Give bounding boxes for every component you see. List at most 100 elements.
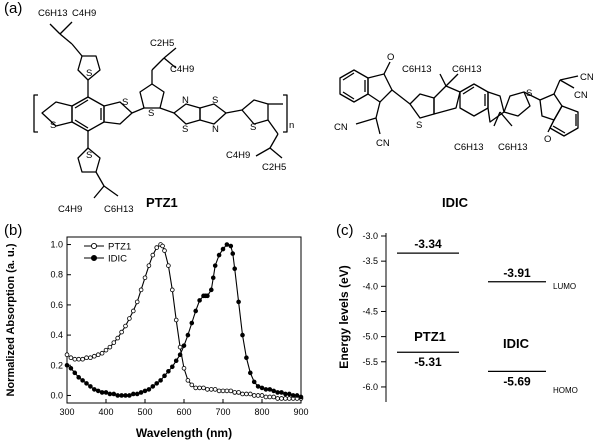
series-markers bbox=[64, 242, 304, 401]
data-point-idic bbox=[154, 381, 160, 386]
data-point-idic bbox=[279, 390, 284, 395]
ptz1-atom: N bbox=[182, 95, 189, 106]
energy-tick-label: -3.0 bbox=[362, 231, 378, 241]
ptz1-homo-value: -5.31 bbox=[414, 355, 442, 369]
ptz1-atom: S bbox=[86, 68, 92, 79]
idic-structure bbox=[339, 61, 579, 137]
legend-marker-ptz1 bbox=[90, 242, 98, 250]
data-point-idic bbox=[84, 381, 89, 386]
data-point-idic bbox=[119, 393, 124, 398]
data-point-ptz1 bbox=[201, 385, 206, 391]
idic-atom-labels: O O S S CN CN CN CN bbox=[334, 52, 594, 149]
idic-atom: O bbox=[387, 52, 394, 63]
legend-marker-idic bbox=[90, 254, 98, 262]
data-point-ptz1 bbox=[212, 387, 218, 392]
data-point-ptz1 bbox=[251, 393, 257, 398]
data-point-idic bbox=[115, 393, 120, 398]
data-point-ptz1 bbox=[150, 252, 156, 258]
data-point-ptz1 bbox=[64, 352, 70, 358]
y-tick-label: 1.0 bbox=[50, 240, 63, 250]
data-point-ptz1 bbox=[181, 365, 187, 371]
data-point-ptz1 bbox=[283, 396, 288, 401]
data-point-ptz1 bbox=[76, 356, 81, 362]
data-point-ptz1 bbox=[92, 353, 97, 359]
data-point-idic bbox=[158, 378, 163, 383]
data-point-ptz1 bbox=[248, 391, 253, 397]
data-point-ptz1 bbox=[99, 350, 105, 356]
data-point-idic bbox=[95, 388, 101, 394]
idic-atom: CN bbox=[334, 122, 348, 133]
panel-label-a: (a) bbox=[4, 0, 23, 17]
idic-substituent: C6H13 bbox=[452, 64, 482, 75]
data-point-ptz1 bbox=[142, 275, 148, 281]
y-axis-label: Normalized Absorption (a. u.) bbox=[5, 243, 17, 396]
data-point-idic bbox=[283, 391, 288, 397]
ptz1-name: PTZ1 bbox=[146, 195, 178, 210]
data-point-ptz1 bbox=[193, 385, 199, 391]
data-point-ptz1 bbox=[232, 390, 238, 395]
data-point-ptz1 bbox=[263, 394, 269, 400]
data-point-ptz1 bbox=[115, 335, 120, 341]
data-point-idic bbox=[216, 252, 222, 258]
data-point-ptz1 bbox=[259, 393, 265, 398]
ptz1-atom: S bbox=[86, 150, 92, 161]
data-point-idic bbox=[64, 362, 70, 368]
data-point-idic bbox=[193, 308, 199, 314]
x-tick-label: 500 bbox=[137, 407, 152, 417]
idic-lumo-value: -3.91 bbox=[503, 266, 531, 280]
energy-tick-label: -5.0 bbox=[362, 332, 378, 342]
ptz1-atom: N bbox=[212, 124, 219, 135]
data-point-idic bbox=[286, 391, 292, 397]
data-point-idic bbox=[248, 370, 253, 376]
ptz1-substituent: C4H9 bbox=[72, 8, 96, 19]
ptz1-material-label: PTZ1 bbox=[414, 329, 446, 344]
axis-ticks: 300 400 500 600 700 800 900 0.0 0.2 0.4 0.6 0.8 1.0 bbox=[50, 240, 308, 417]
x-tick-label: 800 bbox=[254, 407, 269, 417]
data-point-ptz1 bbox=[209, 387, 214, 392]
plot-frame bbox=[66, 236, 302, 404]
data-point-ptz1 bbox=[173, 317, 179, 323]
ptz1-atom: S bbox=[148, 108, 154, 119]
data-point-ptz1 bbox=[255, 393, 261, 398]
idic-name: IDIC bbox=[442, 195, 469, 210]
data-point-idic bbox=[232, 266, 238, 271]
ptz1-substituent: C4H9 bbox=[226, 150, 250, 161]
y-tick-label: 0.6 bbox=[50, 300, 63, 310]
data-point-idic bbox=[298, 394, 304, 400]
data-point-idic bbox=[131, 391, 136, 397]
series-lines bbox=[66, 243, 302, 400]
data-point-ptz1 bbox=[166, 263, 171, 268]
data-point-idic bbox=[267, 387, 273, 392]
data-point-idic bbox=[142, 388, 148, 394]
legend: PTZ1 IDIC bbox=[84, 242, 131, 265]
x-tick-label: 900 bbox=[293, 407, 308, 417]
data-point-ptz1 bbox=[240, 391, 245, 397]
data-point-idic bbox=[166, 369, 171, 374]
data-point-idic bbox=[212, 263, 218, 268]
energy-tick-label: -3.5 bbox=[362, 256, 378, 266]
energy-tick-label: -5.5 bbox=[362, 357, 378, 367]
data-point-ptz1 bbox=[127, 316, 132, 321]
series-line-idic bbox=[66, 243, 302, 398]
data-point-idic bbox=[181, 343, 187, 348]
data-point-ptz1 bbox=[236, 390, 241, 395]
idic-homo-value: -5.69 bbox=[503, 374, 531, 388]
data-point-idic bbox=[236, 299, 241, 305]
data-point-idic bbox=[209, 287, 214, 293]
data-point-idic bbox=[123, 393, 128, 398]
idic-atom: CN bbox=[376, 138, 390, 149]
y-tick-label: 0.0 bbox=[50, 390, 63, 400]
panel-label-c: (c) bbox=[336, 222, 354, 239]
data-point-idic bbox=[263, 387, 269, 392]
legend-label-idic: IDIC bbox=[108, 254, 127, 265]
data-point-ptz1 bbox=[279, 396, 284, 401]
data-point-ptz1 bbox=[95, 352, 101, 358]
data-point-idic bbox=[68, 365, 74, 371]
data-point-ptz1 bbox=[146, 263, 152, 268]
data-point-idic bbox=[271, 388, 277, 394]
energy-tick-label: -4.5 bbox=[362, 306, 378, 316]
energy-tick-label: -4.0 bbox=[362, 281, 378, 291]
data-point-idic bbox=[210, 275, 216, 281]
idic-atom: O bbox=[544, 134, 551, 145]
